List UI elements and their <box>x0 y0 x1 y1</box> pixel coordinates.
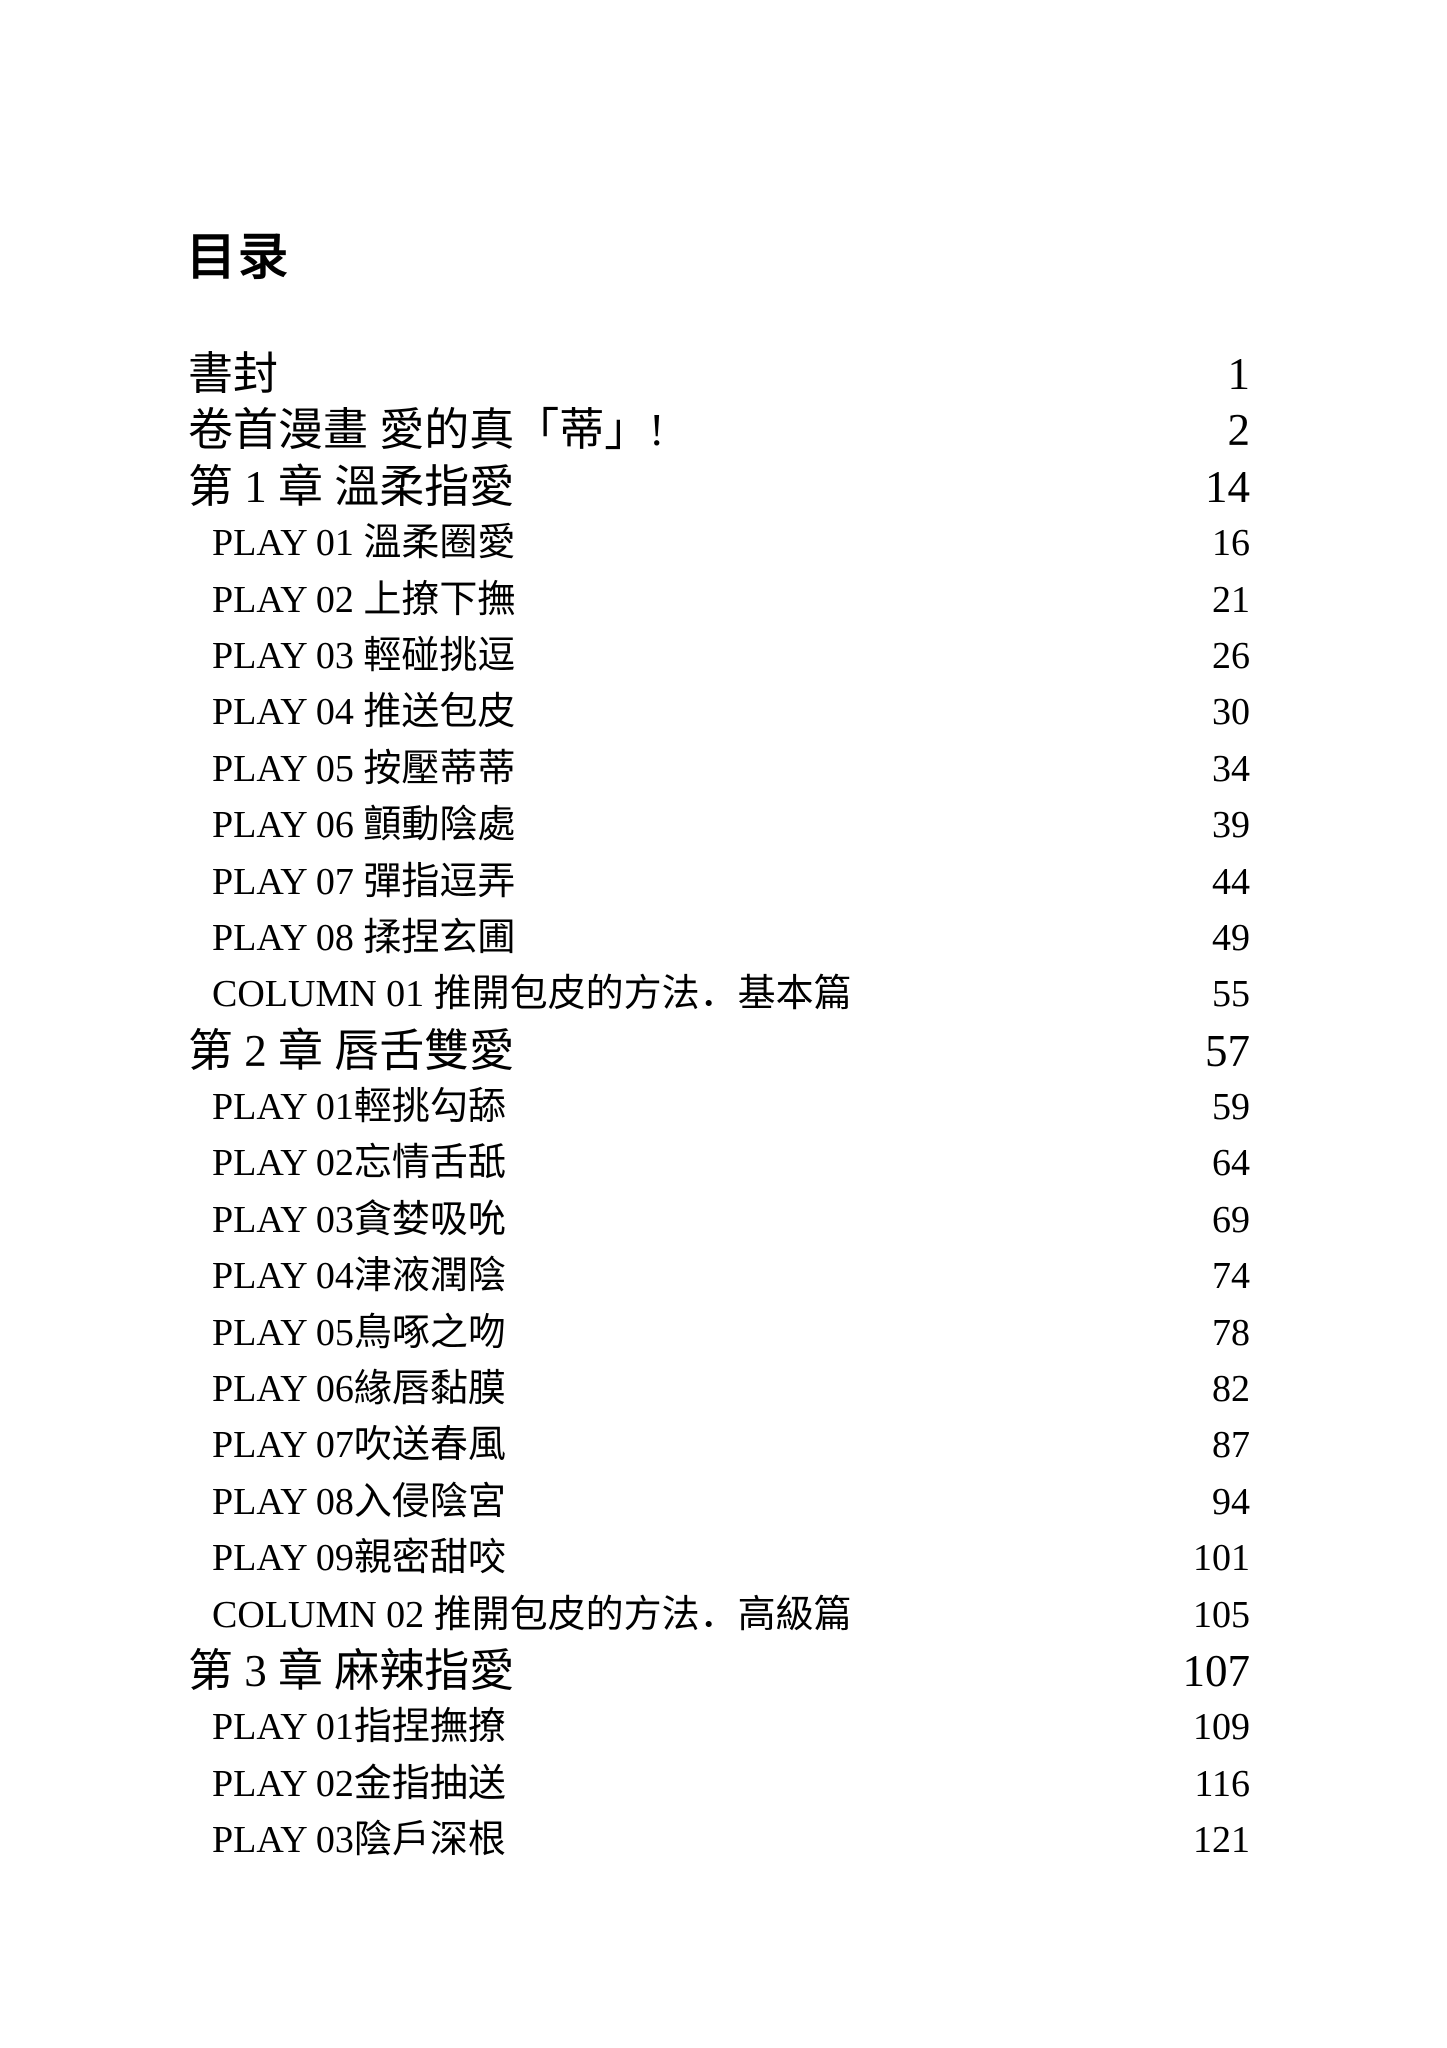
toc-entry[interactable]: PLAY 04 推送包皮 30 <box>188 684 1250 740</box>
toc-entry-page: 44 <box>1212 860 1250 903</box>
toc-entry-label: PLAY 01 溫柔圈愛 <box>212 522 516 565</box>
toc-entry-label: 第 2 章 唇舌雙愛 <box>188 1025 515 1076</box>
toc-entry-label: PLAY 06緣唇黏膜 <box>212 1368 506 1411</box>
toc-entry-label: PLAY 02金指抽送 <box>212 1762 506 1805</box>
toc-entry[interactable]: PLAY 05 按壓蒂蒂 34 <box>188 741 1250 797</box>
toc-entry-label: COLUMN 02 推開包皮的方法．高級篇 <box>212 1593 852 1636</box>
toc-entry[interactable]: PLAY 02 上撩下撫 21 <box>188 572 1250 628</box>
toc-entry-label: PLAY 06 顫動陰處 <box>212 804 516 847</box>
toc-entry-label: 書封 <box>188 349 279 399</box>
toc-list: 書封 1 卷首漫畫 愛的真「蒂」! 2 第 1 章 溫柔指愛 14 PLAY 0… <box>188 346 1250 1869</box>
toc-entry-label: 第 3 章 麻辣指愛 <box>188 1645 515 1696</box>
toc-entry-page: 101 <box>1193 1537 1250 1580</box>
toc-entry-page: 105 <box>1193 1593 1250 1636</box>
toc-entry[interactable]: 第 2 章 唇舌雙愛 57 <box>188 1023 1250 1079</box>
toc-entry[interactable]: PLAY 01指捏撫撩 109 <box>188 1699 1250 1755</box>
toc-entry[interactable]: 第 1 章 溫柔指愛 14 <box>188 459 1250 515</box>
toc-entry-page: 87 <box>1212 1424 1250 1467</box>
toc-entry[interactable]: PLAY 08入侵陰宮 94 <box>188 1474 1250 1530</box>
toc-entry-label: PLAY 02 上撩下撫 <box>212 578 516 621</box>
toc-entry[interactable]: 第 3 章 麻辣指愛 107 <box>188 1643 1250 1699</box>
toc-entry[interactable]: PLAY 09親密甜咬 101 <box>188 1530 1250 1586</box>
toc-entry-label: PLAY 02忘情舌舐 <box>212 1142 506 1185</box>
toc-entry-page: 121 <box>1193 1819 1250 1862</box>
toc-entry-page: 94 <box>1212 1480 1250 1523</box>
page-title: 目录 <box>186 229 290 285</box>
toc-entry-page: 1 <box>1227 349 1251 399</box>
toc-entry-label: COLUMN 01 推開包皮的方法．基本篇 <box>212 973 852 1016</box>
toc-entry-page: 55 <box>1212 973 1250 1016</box>
toc-entry[interactable]: PLAY 02忘情舌舐 64 <box>188 1135 1250 1191</box>
toc-entry-label: PLAY 08 揉捏玄圃 <box>212 916 516 959</box>
toc-entry-page: 26 <box>1212 634 1250 677</box>
toc-entry-page: 14 <box>1205 461 1250 512</box>
toc-entry[interactable]: PLAY 04津液潤陰 74 <box>188 1248 1250 1304</box>
toc-entry-page: 64 <box>1212 1142 1250 1185</box>
toc-entry-page: 34 <box>1212 747 1250 790</box>
toc-entry-page: 116 <box>1194 1762 1250 1805</box>
toc-entry-page: 74 <box>1212 1255 1250 1298</box>
toc-entry[interactable]: PLAY 03陰戶深根 121 <box>188 1812 1250 1868</box>
toc-entry[interactable]: PLAY 06 顫動陰處 39 <box>188 797 1250 853</box>
toc-entry[interactable]: PLAY 08 揉捏玄圃 49 <box>188 910 1250 966</box>
toc-entry-page: 82 <box>1212 1368 1250 1411</box>
toc-entry[interactable]: PLAY 07吹送春風 87 <box>188 1417 1250 1473</box>
toc-entry[interactable]: PLAY 03 輕碰挑逗 26 <box>188 628 1250 684</box>
toc-entry-label: PLAY 07吹送春風 <box>212 1424 506 1467</box>
toc-entry-page: 78 <box>1212 1311 1250 1354</box>
toc-entry[interactable]: PLAY 02金指抽送 116 <box>188 1756 1250 1812</box>
toc-entry-label: PLAY 09親密甜咬 <box>212 1537 506 1580</box>
toc-entry-page: 30 <box>1212 691 1250 734</box>
toc-entry[interactable]: PLAY 01輕挑勾舔 59 <box>188 1079 1250 1135</box>
toc-entry-label: PLAY 07 彈指逗弄 <box>212 860 516 903</box>
toc-entry-page: 49 <box>1212 916 1250 959</box>
toc-entry-page: 107 <box>1182 1645 1251 1696</box>
toc-entry-page: 16 <box>1212 522 1250 565</box>
toc-entry-label: PLAY 03陰戶深根 <box>212 1819 506 1862</box>
toc-entry[interactable]: PLAY 01 溫柔圈愛 16 <box>188 515 1250 571</box>
toc-entry-page: 69 <box>1212 1198 1250 1241</box>
toc-entry[interactable]: 書封 1 <box>188 346 1250 402</box>
toc-entry-page: 59 <box>1212 1086 1250 1129</box>
toc-entry-label: PLAY 04津液潤陰 <box>212 1255 506 1298</box>
toc-entry-label: PLAY 03 輕碰挑逗 <box>212 634 516 677</box>
toc-entry-label: 卷首漫畫 愛的真「蒂」! <box>188 405 665 456</box>
toc-entry-label: PLAY 05鳥啄之吻 <box>212 1311 506 1354</box>
toc-entry-label: PLAY 08入侵陰宮 <box>212 1480 506 1523</box>
toc-entry[interactable]: PLAY 03貪婪吸吮 69 <box>188 1192 1250 1248</box>
toc-entry-label: PLAY 04 推送包皮 <box>212 691 516 734</box>
toc-entry-label: PLAY 01指捏撫撩 <box>212 1706 506 1749</box>
toc-entry-page: 57 <box>1205 1025 1250 1076</box>
toc-entry-page: 2 <box>1227 405 1251 456</box>
toc-entry[interactable]: COLUMN 02 推開包皮的方法．高級篇 105 <box>188 1587 1250 1643</box>
toc-entry[interactable]: COLUMN 01 推開包皮的方法．基本篇 55 <box>188 966 1250 1022</box>
toc-entry-label: PLAY 01輕挑勾舔 <box>212 1086 506 1129</box>
toc-entry[interactable]: PLAY 05鳥啄之吻 78 <box>188 1305 1250 1361</box>
toc-entry[interactable]: 卷首漫畫 愛的真「蒂」! 2 <box>188 402 1250 458</box>
toc-entry[interactable]: PLAY 07 彈指逗弄 44 <box>188 854 1250 910</box>
toc-entry[interactable]: PLAY 06緣唇黏膜 82 <box>188 1361 1250 1417</box>
toc-entry-label: 第 1 章 溫柔指愛 <box>188 461 515 512</box>
toc-entry-page: 39 <box>1212 804 1250 847</box>
toc-entry-page: 109 <box>1193 1706 1250 1749</box>
toc-entry-label: PLAY 05 按壓蒂蒂 <box>212 747 516 790</box>
toc-entry-label: PLAY 03貪婪吸吮 <box>212 1198 506 1241</box>
toc-entry-page: 21 <box>1212 578 1250 621</box>
